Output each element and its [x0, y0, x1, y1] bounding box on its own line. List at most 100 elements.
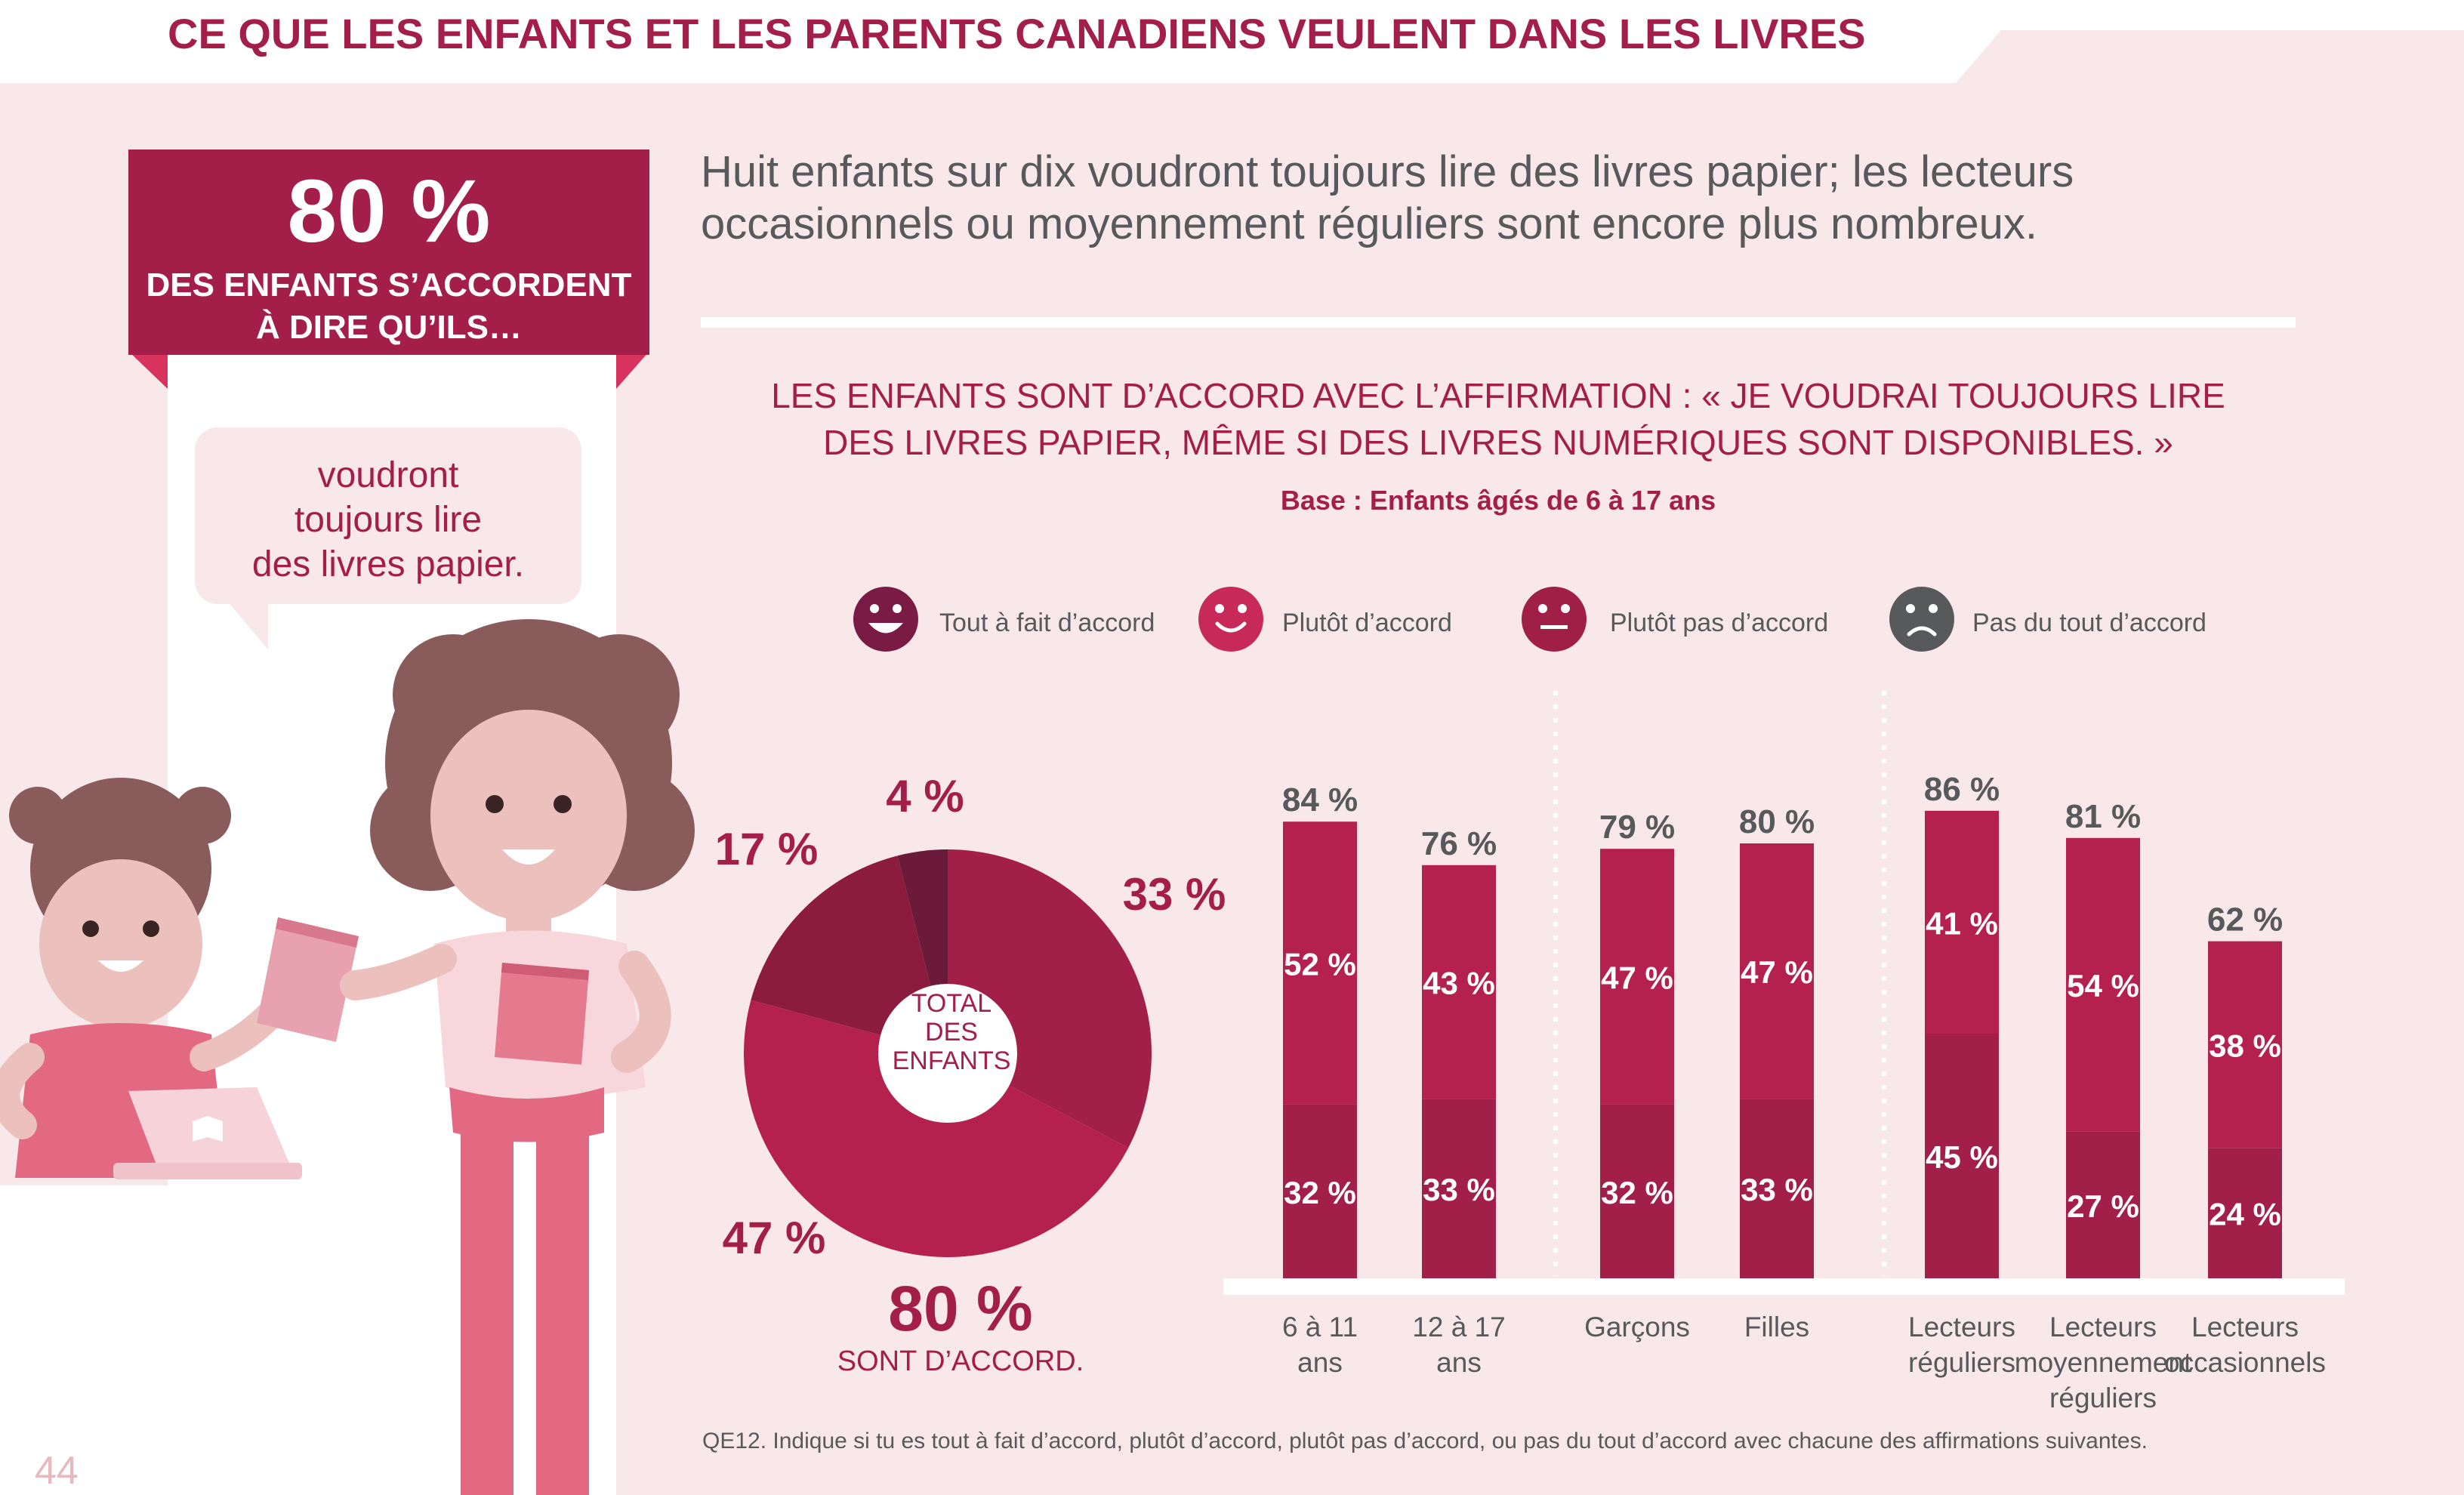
smile-face-icon: [1198, 587, 1263, 652]
bar-segment: [1740, 1099, 1814, 1278]
bar-segment-label: 43 %: [1423, 966, 1495, 1001]
donut-total-percent: 80 %: [888, 1273, 1032, 1344]
stat-line-1: DES ENFANTS S’ACCORDENT: [146, 267, 632, 304]
legend-label: Plutôt d’accord: [1282, 609, 1452, 637]
bar-segment-label: 52 %: [1284, 946, 1356, 982]
stat-banner: [128, 150, 649, 355]
donut-center-line: TOTAL: [911, 989, 991, 1018]
stat-percent: 80 %: [288, 162, 491, 261]
speech-line-2: toujours lire: [295, 500, 482, 540]
header-band: [0, 0, 2464, 83]
bar-total-label: 80 %: [1739, 803, 1815, 840]
bar-segment-label: 27 %: [2067, 1188, 2139, 1224]
bar-segment-label: 45 %: [1926, 1139, 1998, 1175]
bar-segment: [1283, 821, 1357, 1105]
book-illustration: [257, 917, 359, 1042]
donut-center-line: DES: [925, 1018, 978, 1046]
category-label: occasionnels: [2164, 1347, 2326, 1378]
donut-slice: [744, 1000, 1129, 1257]
big-smile-face-icon: [853, 587, 918, 652]
footnote: QE12. Indique si tu es tout à fait d’acc…: [702, 1429, 2148, 1453]
legend-item-plutot-pas: Plutôt pas d’accord: [1522, 587, 1828, 652]
bar-segment: [1740, 843, 1814, 1099]
bar-total-label: 62 %: [2207, 902, 2283, 939]
intro-line-1: Huit enfants sur dix voudront toujours l…: [701, 147, 2074, 196]
bar-segment: [2208, 941, 2282, 1148]
category-label: Lecteurs: [1908, 1312, 2015, 1342]
chart-title-line-1: LES ENFANTS SONT D’ACCORD AVEC L’AFFIRMA…: [771, 376, 2225, 415]
legend-label: Plutôt pas d’accord: [1610, 609, 1828, 637]
neutral-face-icon: [1522, 587, 1587, 652]
bar-segment: [1283, 1104, 1357, 1278]
legend-item-plutot: Plutôt d’accord: [1198, 587, 1452, 652]
category-label: Lecteurs: [2049, 1312, 2157, 1342]
category-label: réguliers: [1908, 1347, 2015, 1378]
bar-segment: [1422, 865, 1496, 1099]
stacked-bar-chart: 32 % 52 % 84 % 6 à 11 ans 33 % 43 % 76 % 12 à 17…: [1223, 691, 2345, 1413]
bar-segment-label: 54 %: [2067, 968, 2139, 1003]
bar-segment-label: 32 %: [1601, 1175, 1673, 1210]
banner-right-fold: [616, 351, 649, 389]
chart-title-line-2: DES LIVRES PAPIER, MÊME SI DES LIVRES NU…: [823, 423, 2173, 462]
legend-label: Pas du tout d’accord: [1972, 609, 2206, 637]
banner-left-fold: [128, 351, 168, 389]
bar-segment: [1925, 1034, 1999, 1278]
bar-total-label: 86 %: [1924, 771, 2000, 808]
legend-item-tout-a-fait: Tout à fait d’accord: [853, 587, 1155, 652]
bar-total-label: 84 %: [1282, 781, 1358, 818]
speech-line-3: des livres papier.: [252, 544, 524, 584]
donut-hole: [878, 984, 1017, 1123]
donut-chart: 33 % 47 % 17 % 4 %: [715, 771, 1226, 1263]
category-label: moyennement: [2015, 1347, 2192, 1378]
category-label: ans: [1297, 1347, 1343, 1378]
bar-segment-label: 33 %: [1741, 1172, 1813, 1207]
category-label: Lecteurs: [2191, 1312, 2299, 1342]
page-corner: [0, 1431, 98, 1495]
bar-segment-label: 47 %: [1741, 954, 1813, 990]
bar-segment-label: 33 %: [1423, 1172, 1495, 1207]
bar-total-label: 79 %: [1599, 809, 1675, 846]
bar-segment-label: 24 %: [2209, 1197, 2281, 1232]
legend-item-pas-du-tout: Pas du tout d’accord: [1889, 587, 2206, 652]
intro-line-2: occasionnels ou moyennement réguliers so…: [701, 199, 2037, 248]
donut-value-label: 33 %: [1123, 869, 1226, 920]
bar-segment: [1422, 1099, 1496, 1278]
bar-segment-label: 47 %: [1601, 960, 1673, 995]
donut-total-label: SONT D’ACCORD.: [837, 1346, 1084, 1377]
section-divider: [701, 317, 2296, 328]
donut-slice: [751, 855, 948, 1053]
bar-total-label: 76 %: [1421, 825, 1497, 862]
bar-segment: [2208, 1148, 2282, 1278]
category-label: réguliers: [2049, 1382, 2157, 1413]
bar-total-label: 81 %: [2065, 798, 2141, 835]
category-label: ans: [1436, 1347, 1482, 1378]
bar-segment: [1925, 810, 1999, 1034]
speech-bubble: voudront toujours lire des livres papier…: [195, 427, 581, 649]
bar-segment: [2066, 837, 2140, 1132]
stat-line-2: À DIRE QU’ILS…: [256, 308, 522, 346]
donut-value-label: 47 %: [723, 1213, 826, 1263]
bar-segment-label: 41 %: [1926, 905, 1998, 941]
bar-segment: [1600, 849, 1674, 1105]
sad-face-icon: [1889, 587, 1954, 652]
bar-segment: [2066, 1131, 2140, 1278]
category-label: Filles: [1744, 1312, 1809, 1342]
child-illustration: [0, 778, 301, 1178]
legend-label: Tout à fait d’accord: [939, 609, 1155, 637]
bar-segment: [1600, 1104, 1674, 1278]
bar-baseline: [1223, 1278, 2345, 1295]
category-label: 6 à 11: [1282, 1312, 1358, 1342]
category-label: Garçons: [1584, 1312, 1690, 1342]
header-title: CE QUE LES ENFANTS ET LES PARENTS CANADI…: [168, 10, 1866, 57]
speech-line-1: voudront: [318, 455, 459, 495]
page-number: 44: [35, 1449, 79, 1493]
chart-base: Base : Enfants âgés de 6 à 17 ans: [1281, 485, 1716, 516]
adult-illustration: [340, 619, 695, 1495]
donut-center: TOTAL DES ENFANTS: [893, 989, 1011, 1075]
donut-value-label: 17 %: [715, 824, 819, 874]
legend: Tout à fait d’accord Plutôt d’accord Plu…: [853, 587, 2206, 652]
category-label: 12 à 17: [1412, 1312, 1505, 1342]
bar-segment-label: 38 %: [2209, 1028, 2281, 1063]
bar-segment-label: 32 %: [1284, 1175, 1356, 1210]
donut-center-line: ENFANTS: [893, 1046, 1011, 1075]
